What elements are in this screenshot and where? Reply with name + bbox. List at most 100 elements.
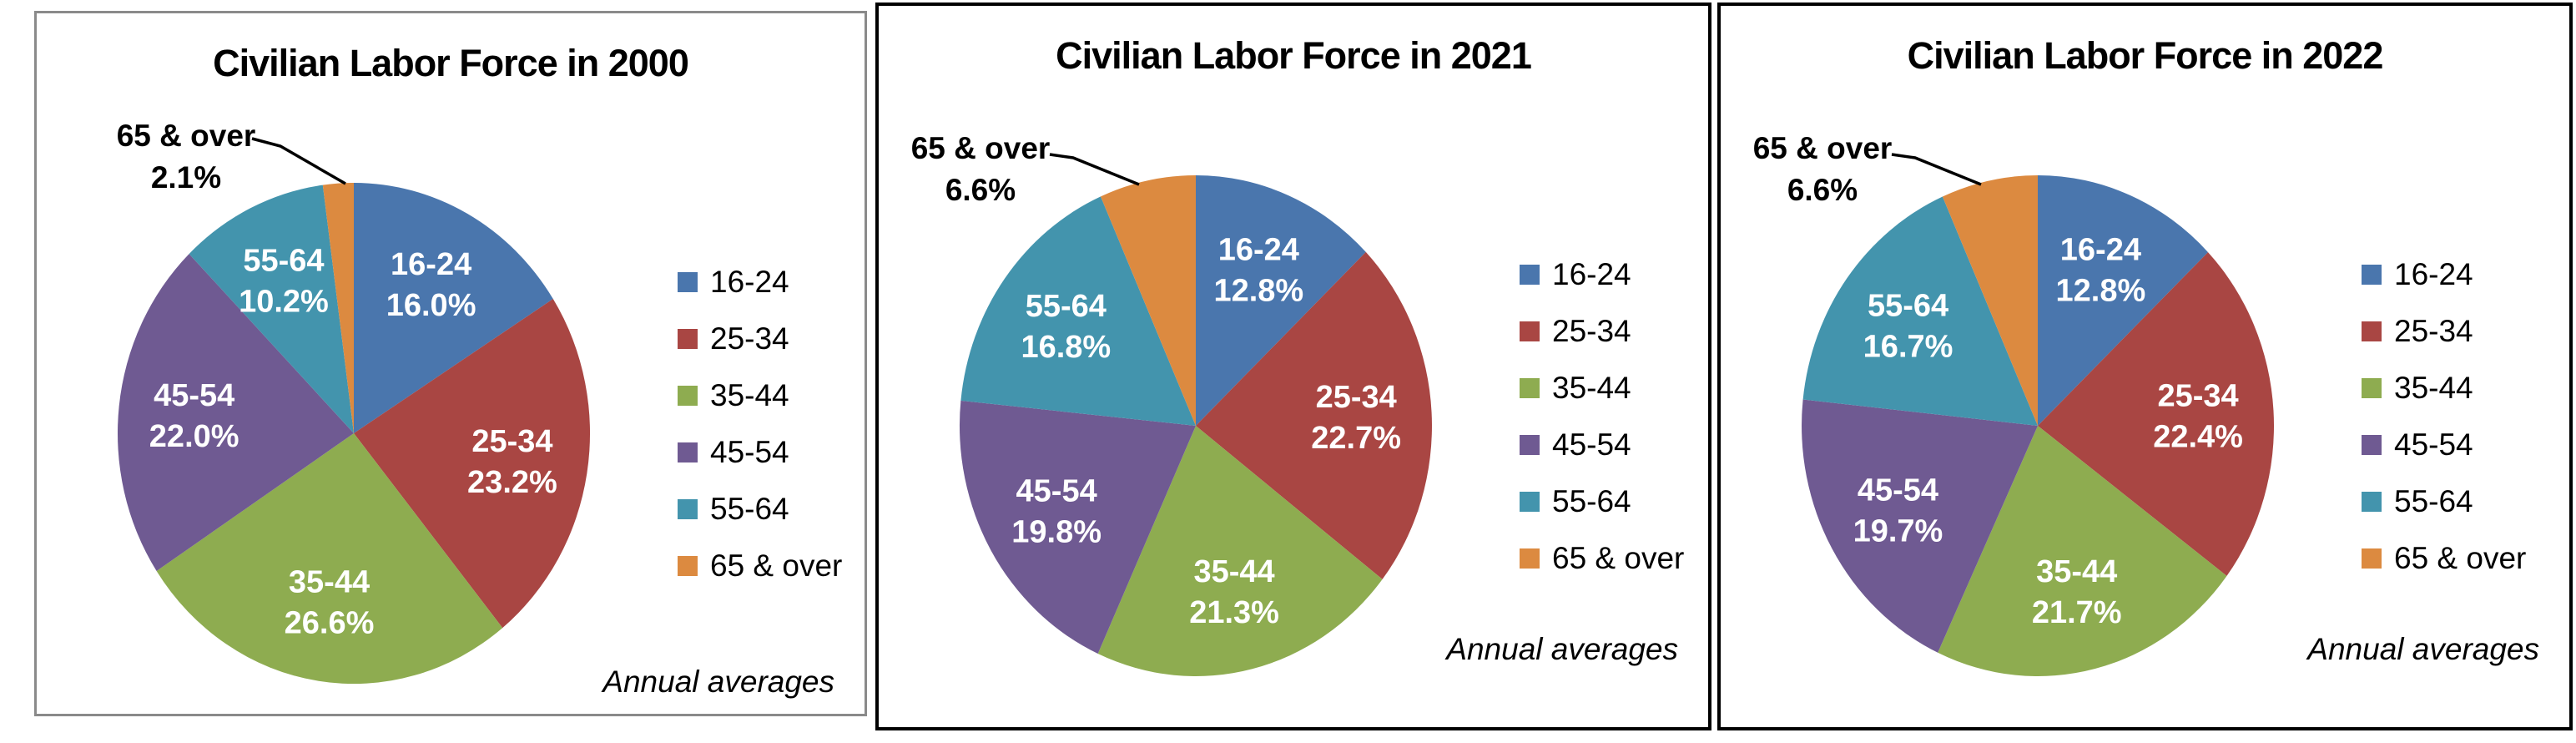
callout-category-label: 65 & over bbox=[910, 131, 1051, 165]
legend-swatch bbox=[2362, 548, 2382, 569]
slice-label-55-64: 55-64 16.8% bbox=[1021, 289, 1111, 365]
legend-item-65 & over: 65 & over bbox=[1520, 530, 1684, 587]
legend-item-35-44: 35-44 bbox=[1520, 360, 1684, 417]
chart-title: Civilian Labor Force in 2021 bbox=[1056, 34, 1532, 77]
legend: 16-24 25-34 35-44 45-54 55-64 65 & over bbox=[2362, 246, 2526, 587]
pie-slice-25-34 bbox=[2038, 252, 2275, 576]
legend-label: 25-34 bbox=[1552, 314, 1631, 348]
legend-label: 25-34 bbox=[2394, 314, 2473, 348]
pie-slice-25-34 bbox=[1196, 251, 1432, 579]
pie-slice-45-54 bbox=[1802, 399, 2038, 653]
pie-chart: 16-24 16.0% 25-34 23.2% 35-44 26.6% 45-54 22.0%… bbox=[117, 137, 591, 685]
annual-averages-note: Annual averages bbox=[2307, 632, 2539, 666]
callout-leader-line bbox=[1891, 153, 1982, 186]
callout-value-label: 6.6% bbox=[945, 173, 1016, 207]
slice-label-16-24: 16-24 16.0% bbox=[386, 247, 476, 323]
legend-item-65 & over: 65 & over bbox=[678, 538, 842, 594]
legend-swatch bbox=[678, 272, 698, 292]
chart-panel-2000: Civilian Labor Force in 2000 16-24 16.0% 2… bbox=[34, 11, 867, 716]
legend-item-45-54: 45-54 bbox=[678, 424, 842, 481]
callout-leader-line bbox=[251, 137, 346, 185]
slice-label-35-44: 35-44 21.3% bbox=[1189, 554, 1279, 630]
legend-label: 35-44 bbox=[1552, 371, 1631, 405]
legend-label: 65 & over bbox=[2394, 541, 2527, 575]
chart-title: Civilian Labor Force in 2022 bbox=[1907, 34, 2384, 77]
legend: 16-24 25-34 35-44 45-54 55-64 65 & over bbox=[1520, 246, 1684, 587]
callout-category-label: 65 & over bbox=[1752, 131, 1893, 165]
slice-label-25-34: 25-34 23.2% bbox=[467, 424, 557, 500]
legend-swatch bbox=[1520, 378, 1540, 398]
legend-swatch bbox=[2362, 378, 2382, 398]
legend-swatch bbox=[678, 442, 698, 462]
callout-leader-line bbox=[1049, 153, 1140, 186]
legend-item-25-34: 25-34 bbox=[1520, 303, 1684, 360]
legend-label: 16-24 bbox=[1552, 257, 1631, 291]
legend-item-55-64: 55-64 bbox=[678, 481, 842, 538]
pie-slice-16-24 bbox=[354, 183, 553, 433]
legend-label: 35-44 bbox=[2394, 371, 2473, 405]
pie-slice-16-24 bbox=[1196, 175, 1366, 426]
pie-slice-45-54 bbox=[117, 254, 354, 571]
slice-label-16-24: 16-24 12.8% bbox=[2056, 232, 2146, 308]
legend-swatch bbox=[678, 499, 698, 519]
slice-label-16-24: 16-24 12.8% bbox=[1213, 232, 1303, 308]
slice-label-25-34: 25-34 22.7% bbox=[1311, 380, 1401, 456]
callout-65-and-over: 65 & over 6.6% bbox=[1716, 128, 1929, 211]
slice-label-35-44: 35-44 26.6% bbox=[285, 565, 375, 641]
legend-label: 16-24 bbox=[2394, 257, 2473, 291]
legend-label: 65 & over bbox=[1552, 541, 1685, 575]
legend-item-25-34: 25-34 bbox=[678, 311, 842, 367]
chart-panel-2021: Civilian Labor Force in 2021 16-24 12.8% 2… bbox=[875, 3, 1711, 730]
legend-label: 55-64 bbox=[2394, 484, 2473, 518]
legend-item-45-54: 45-54 bbox=[2362, 417, 2526, 473]
legend-swatch bbox=[1520, 321, 1540, 341]
callout-value-label: 2.1% bbox=[150, 160, 222, 195]
pie-slice-65 & over bbox=[1942, 175, 2038, 426]
legend-swatch bbox=[1520, 435, 1540, 455]
legend-item-16-24: 16-24 bbox=[678, 254, 842, 311]
legend-item-65 & over: 65 & over bbox=[2362, 530, 2526, 587]
legend-item-45-54: 45-54 bbox=[1520, 417, 1684, 473]
slice-label-55-64: 55-64 10.2% bbox=[239, 243, 329, 319]
slice-label-25-34: 25-34 22.4% bbox=[2153, 378, 2243, 454]
pie-slice-35-44 bbox=[1097, 426, 1383, 676]
pie-slice-25-34 bbox=[354, 299, 591, 629]
legend-label: 55-64 bbox=[1552, 484, 1631, 518]
callout-value-label: 6.6% bbox=[1787, 173, 1858, 207]
pie-slice-65 & over bbox=[322, 182, 354, 433]
chart-title: Civilian Labor Force in 2000 bbox=[213, 42, 689, 84]
callout-65-and-over: 65 & over 6.6% bbox=[874, 128, 1087, 211]
legend-swatch bbox=[2362, 321, 2382, 341]
legend-item-16-24: 16-24 bbox=[2362, 246, 2526, 303]
legend-swatch bbox=[1520, 265, 1540, 285]
legend-swatch bbox=[678, 329, 698, 349]
pie-slice-16-24 bbox=[2038, 175, 2208, 426]
legend-label: 65 & over bbox=[710, 548, 843, 583]
legend-swatch bbox=[1520, 548, 1540, 569]
legend-label: 55-64 bbox=[710, 492, 789, 526]
legend-label: 45-54 bbox=[1552, 427, 1631, 462]
legend-swatch bbox=[678, 386, 698, 406]
legend-item-55-64: 55-64 bbox=[2362, 473, 2526, 530]
legend-item-35-44: 35-44 bbox=[678, 367, 842, 424]
pie-slice-35-44 bbox=[1938, 426, 2227, 677]
legend-swatch bbox=[1520, 492, 1540, 512]
legend-label: 25-34 bbox=[710, 321, 789, 356]
callout-65-and-over: 65 & over 2.1% bbox=[75, 115, 297, 199]
legend-item-55-64: 55-64 bbox=[1520, 473, 1684, 530]
legend-swatch bbox=[2362, 435, 2382, 455]
legend-item-35-44: 35-44 bbox=[2362, 360, 2526, 417]
slice-label-45-54: 45-54 19.8% bbox=[1011, 474, 1101, 550]
pie-slice-55-64 bbox=[960, 196, 1196, 426]
pie-slice-65 & over bbox=[1101, 175, 1196, 426]
legend-label: 16-24 bbox=[710, 265, 789, 299]
legend-swatch bbox=[678, 556, 698, 576]
legend-swatch bbox=[2362, 492, 2382, 512]
annual-averages-note: Annual averages bbox=[602, 665, 834, 699]
pie-chart: 16-24 12.8%25-34 22.4% 35-44 21.7% 45-54 19.7%… bbox=[1802, 153, 2275, 677]
legend-item-25-34: 25-34 bbox=[2362, 303, 2526, 360]
pie-slice-45-54 bbox=[959, 400, 1196, 654]
callout-category-label: 65 & over bbox=[116, 119, 256, 153]
pie-chart: 16-24 12.8%25-34 22.7% 35-44 21.3% 45-54 19.8%… bbox=[959, 153, 1432, 676]
